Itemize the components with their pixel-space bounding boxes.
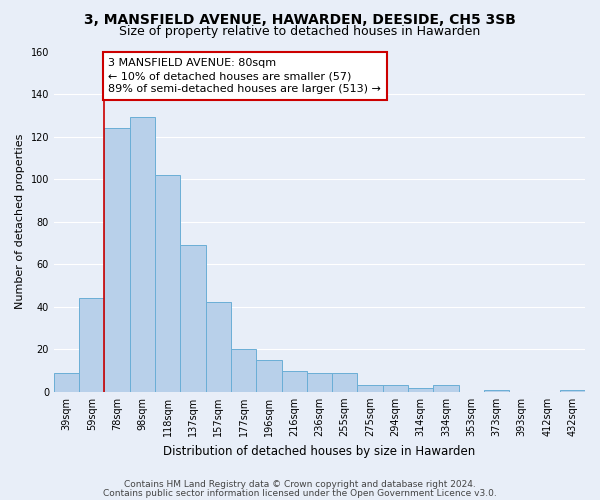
Text: Contains HM Land Registry data © Crown copyright and database right 2024.: Contains HM Land Registry data © Crown c… <box>124 480 476 489</box>
Bar <box>231 350 256 392</box>
Bar <box>54 372 79 392</box>
Bar <box>408 388 433 392</box>
Bar <box>307 372 332 392</box>
Bar <box>383 386 408 392</box>
Text: Contains public sector information licensed under the Open Government Licence v3: Contains public sector information licen… <box>103 488 497 498</box>
Text: 3 MANSFIELD AVENUE: 80sqm
← 10% of detached houses are smaller (57)
89% of semi-: 3 MANSFIELD AVENUE: 80sqm ← 10% of detac… <box>108 58 381 94</box>
Bar <box>155 175 181 392</box>
Bar <box>130 118 155 392</box>
Bar <box>256 360 281 392</box>
Bar <box>358 386 383 392</box>
Bar <box>104 128 130 392</box>
X-axis label: Distribution of detached houses by size in Hawarden: Distribution of detached houses by size … <box>163 444 476 458</box>
Bar <box>181 245 206 392</box>
Bar <box>332 372 358 392</box>
Bar <box>433 386 458 392</box>
Bar <box>560 390 585 392</box>
Bar <box>281 370 307 392</box>
Y-axis label: Number of detached properties: Number of detached properties <box>15 134 25 310</box>
Bar <box>79 298 104 392</box>
Text: 3, MANSFIELD AVENUE, HAWARDEN, DEESIDE, CH5 3SB: 3, MANSFIELD AVENUE, HAWARDEN, DEESIDE, … <box>84 12 516 26</box>
Text: Size of property relative to detached houses in Hawarden: Size of property relative to detached ho… <box>119 25 481 38</box>
Bar <box>206 302 231 392</box>
Bar <box>484 390 509 392</box>
